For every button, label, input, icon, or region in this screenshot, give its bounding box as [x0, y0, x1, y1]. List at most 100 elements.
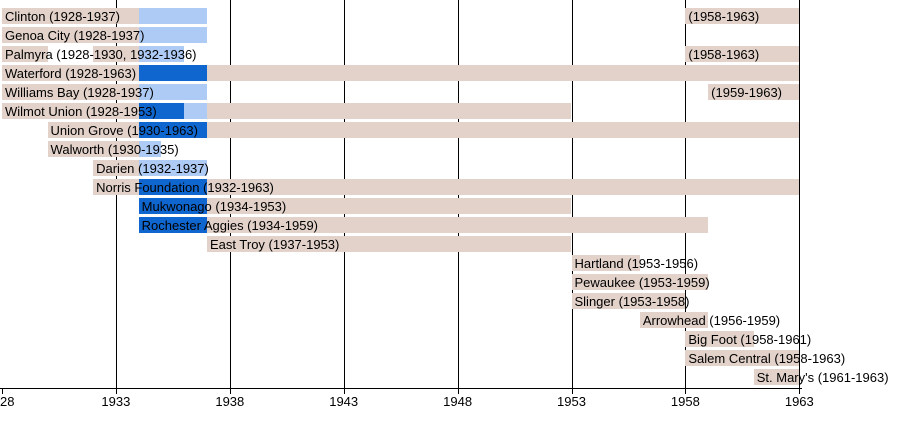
row-label-st-mary-s: St. Mary's (1961-1963): [756, 370, 889, 385]
bar-segment-clinton-1934-1937: [138, 8, 207, 24]
bar-segment-pewaukee-1953-1959: [571, 274, 709, 290]
timeline-row-mukwonago: Mukwonago (1934-1953): [0, 198, 900, 214]
timeline-row-clinton: Clinton (1928-1937) (1958-1963): [0, 8, 900, 24]
x-axis-line: [0, 388, 803, 389]
bar-segment-wilmot-union-1936-1937: [184, 103, 207, 119]
row-label-east-troy: East Troy (1937-1953): [210, 237, 340, 252]
bar-segment-genoa-city-1928-1934: [2, 27, 139, 43]
row-extra-label-williams-bay: (1959-1963): [711, 85, 782, 100]
gridline-1963: [799, 0, 801, 388]
bar-segment-palmyra-1934-1936: [138, 46, 185, 62]
bar-segment-williams-bay-1959-1963: [708, 84, 800, 100]
bar-segment-palmyra-1958-1963: [685, 46, 800, 62]
bar-segment-darien-1934-1937: [138, 160, 207, 176]
axis-tick-1953: [571, 388, 573, 394]
row-label-pewaukee: Pewaukee (1953-1959): [574, 275, 710, 290]
timeline-row-genoa-city: Genoa City (1928-1937): [0, 27, 900, 43]
bar-segment-palmyra-1928-1930: [2, 46, 48, 62]
bar-segment-clinton-1928-1934: [2, 8, 139, 24]
axis-tick-label-1933: 1933: [101, 394, 131, 409]
timeline-row-east-troy: East Troy (1937-1953): [0, 236, 900, 252]
bar-segment-big-foot-1958-1961: [685, 331, 754, 347]
row-label-clinton: Clinton (1928-1937): [5, 9, 120, 24]
bar-segment-norris-foundation-1937-1963: [207, 179, 800, 195]
axis-tick-1933: [115, 388, 117, 394]
timeline-row-union-grove: Union Grove (1930-1963): [0, 122, 900, 138]
row-label-genoa-city: Genoa City (1928-1937): [5, 28, 145, 43]
bar-segment-wilmot-union-1934-1936: [138, 103, 185, 119]
row-label-salem-central: Salem Central (1958-1963): [688, 351, 846, 366]
row-label-union-grove: Union Grove (1930-1963): [50, 123, 198, 138]
bar-segment-mukwonago-1937-1953: [207, 198, 572, 214]
row-extra-label-clinton: (1958-1963): [688, 9, 760, 24]
bar-segment-union-grove-1934-1937: [138, 122, 207, 138]
bar-segment-union-grove-1930-1934: [47, 122, 139, 138]
axis-tick-1943: [343, 388, 345, 394]
timeline-row-norris-foundation: Norris Foundation (1932-1963): [0, 179, 900, 195]
axis-tick-label-1928: 28: [0, 394, 15, 409]
axis-tick-1963: [799, 388, 801, 394]
row-label-rochester-aggies: Rochester Aggies (1934-1959): [141, 218, 319, 233]
timeline-row-darien: Darien (1932-1937): [0, 160, 900, 176]
bar-segment-palmyra-1932-1934: [93, 46, 139, 62]
bar-segment-rochester-aggies-1934-1937: [138, 217, 207, 233]
bar-segment-genoa-city-1934-1937: [138, 27, 207, 43]
bar-segment-wilmot-union-1928-1934: [2, 103, 139, 119]
timeline-row-wilmot-union: Wilmot Union (1928-1953): [0, 103, 900, 119]
timeline-row-waterford: Waterford (1928-1963): [0, 65, 900, 81]
bar-segment-norris-foundation-1934-1937: [138, 179, 207, 195]
timeline-row-pewaukee: Pewaukee (1953-1959): [0, 274, 900, 290]
timeline-row-st-mary-s: St. Mary's (1961-1963): [0, 369, 900, 385]
axis-tick-label-1953: 1953: [557, 394, 586, 409]
bar-segment-williams-bay-1934-1937: [138, 84, 207, 100]
timeline-row-salem-central: Salem Central (1958-1963): [0, 350, 900, 366]
row-label-hartland: Hartland (1953-1956): [574, 256, 699, 271]
bar-segment-hartland-1953-1956: [571, 255, 640, 271]
timeline-row-slinger: Slinger (1953-1958): [0, 293, 900, 309]
timeline-row-williams-bay: Williams Bay (1928-1937) (1959-1963): [0, 84, 900, 100]
bar-segment-clinton-1958-1963: [685, 8, 800, 24]
bar-segment-norris-foundation-1932-1934: [93, 179, 139, 195]
axis-tick-1958: [685, 388, 687, 394]
bar-segment-mukwonago-1934-1937: [138, 198, 207, 214]
row-label-big-foot: Big Foot (1958-1961): [688, 332, 812, 347]
bar-segment-rochester-aggies-1937-1959: [207, 217, 709, 233]
bar-segment-union-grove-1937-1963: [207, 122, 800, 138]
axis-tick-label-1948: 1948: [443, 394, 473, 409]
row-label-norris-foundation: Norris Foundation (1932-1963): [96, 180, 274, 195]
axis-tick-label-1943: 1943: [329, 394, 359, 409]
row-extra-label-palmyra: (1958-1963): [688, 47, 760, 62]
bar-segment-st-mary-s-1961-1963: [753, 369, 800, 385]
bar-segment-darien-1932-1934: [93, 160, 139, 176]
timeline-row-walworth: Walworth (1930-1935): [0, 141, 900, 157]
bar-segment-waterford-1937-1963: [207, 65, 800, 81]
bar-segment-wilmot-union-1937-1953: [207, 103, 572, 119]
axis-tick-1948: [457, 388, 459, 394]
bar-segment-slinger-1953-1958: [571, 293, 686, 309]
bar-segment-williams-bay-1928-1934: [2, 84, 139, 100]
axis-tick-label-1963: 1963: [784, 394, 814, 409]
bar-segment-waterford-1934-1937: [138, 65, 207, 81]
timeline-row-hartland: Hartland (1953-1956): [0, 255, 900, 271]
timeline-row-palmyra: Palmyra (1928-1930, 1932-1936) (1958-1963…: [0, 46, 900, 62]
row-label-slinger: Slinger (1953-1958): [574, 294, 690, 309]
bar-segment-waterford-1928-1934: [2, 65, 139, 81]
bar-segment-walworth-1934-1935: [138, 141, 162, 157]
bar-segment-salem-central-1958-1963: [685, 350, 800, 366]
row-label-darien: Darien (1932-1937): [96, 161, 209, 176]
axis-tick-label-1938: 1938: [215, 394, 245, 409]
axis-tick-1928: [2, 388, 3, 394]
row-label-waterford: Waterford (1928-1963): [5, 66, 137, 81]
timeline-row-big-foot: Big Foot (1958-1961): [0, 331, 900, 347]
row-label-walworth: Walworth (1930-1935): [50, 142, 179, 157]
timeline-row-arrowhead: Arrowhead (1956-1959): [0, 312, 900, 328]
timeline-row-rochester-aggies: Rochester Aggies (1934-1959): [0, 217, 900, 233]
row-label-palmyra: Palmyra (1928-1930, 1932-1936): [5, 47, 197, 62]
row-label-wilmot-union: Wilmot Union (1928-1953): [5, 104, 157, 119]
row-label-williams-bay: Williams Bay (1928-1937): [5, 85, 154, 100]
bar-segment-arrowhead-1956-1959: [639, 312, 709, 328]
axis-tick-1938: [229, 388, 231, 394]
row-label-arrowhead: Arrowhead (1956-1959): [642, 313, 781, 328]
bar-segment-east-troy-1937-1953: [207, 236, 572, 252]
